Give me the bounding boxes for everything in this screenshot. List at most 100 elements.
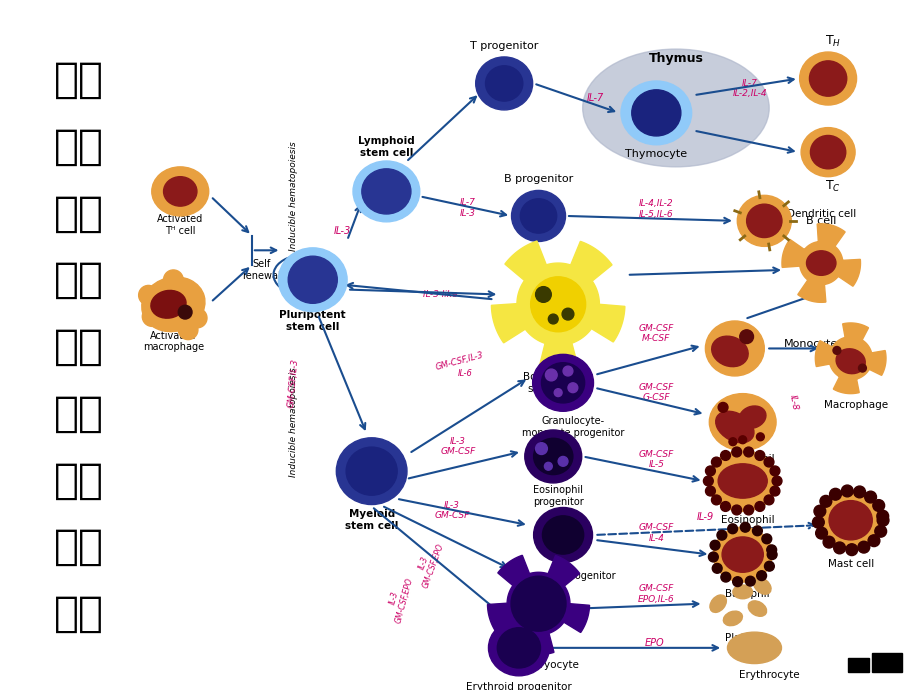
Circle shape	[708, 552, 718, 562]
Circle shape	[872, 500, 884, 511]
Circle shape	[728, 437, 736, 446]
Text: Dendritic cell: Dendritic cell	[786, 209, 855, 219]
Ellipse shape	[533, 438, 573, 475]
Ellipse shape	[620, 81, 691, 145]
Text: 同的: 同的	[54, 393, 104, 435]
Text: 的细: 的细	[54, 126, 104, 168]
Ellipse shape	[753, 578, 770, 594]
Circle shape	[754, 451, 764, 460]
Circle shape	[710, 495, 720, 505]
Circle shape	[710, 457, 720, 467]
Circle shape	[761, 534, 771, 544]
Text: Myeloid
stem cell: Myeloid stem cell	[345, 509, 398, 531]
Circle shape	[720, 451, 730, 460]
Circle shape	[769, 466, 779, 476]
Text: Eosinophil
progenitor: Eosinophil progenitor	[532, 485, 583, 506]
Circle shape	[813, 505, 825, 517]
Circle shape	[562, 366, 573, 376]
Ellipse shape	[542, 516, 583, 554]
Circle shape	[755, 433, 764, 441]
Text: Monocyte: Monocyte	[783, 339, 837, 348]
Text: T progenitor: T progenitor	[470, 41, 538, 51]
Ellipse shape	[533, 507, 592, 562]
Circle shape	[874, 525, 886, 538]
Ellipse shape	[142, 277, 205, 332]
Text: Basophil: Basophil	[724, 589, 769, 599]
Text: IL-3
GM-CSF: IL-3 GM-CSF	[440, 437, 475, 456]
Circle shape	[766, 545, 776, 555]
Text: Lymphoid
stem cell: Lymphoid stem cell	[357, 137, 414, 158]
Ellipse shape	[746, 204, 781, 237]
Circle shape	[811, 516, 823, 528]
Ellipse shape	[524, 430, 581, 483]
Ellipse shape	[828, 501, 871, 540]
Ellipse shape	[738, 406, 766, 428]
Ellipse shape	[497, 628, 539, 668]
Ellipse shape	[485, 66, 522, 101]
Circle shape	[752, 526, 762, 535]
Polygon shape	[871, 653, 901, 672]
Circle shape	[841, 485, 852, 497]
Circle shape	[815, 527, 826, 539]
Circle shape	[764, 457, 773, 467]
Text: Thymus: Thymus	[648, 52, 703, 66]
Circle shape	[558, 457, 567, 466]
Text: 胞因: 胞因	[54, 193, 104, 235]
Text: Erythrocyte: Erythrocyte	[738, 671, 799, 680]
Text: 成熟: 成熟	[54, 593, 104, 635]
Text: Inducible hematopoiesis: Inducible hematopoiesis	[289, 367, 298, 477]
Text: Granulocyte-
monocyte progenitor: Granulocyte- monocyte progenitor	[521, 416, 623, 437]
Ellipse shape	[361, 169, 411, 214]
Ellipse shape	[288, 256, 337, 304]
Circle shape	[876, 511, 888, 522]
Circle shape	[739, 330, 753, 344]
Circle shape	[857, 541, 868, 553]
Ellipse shape	[705, 321, 764, 376]
Circle shape	[510, 576, 565, 631]
Ellipse shape	[336, 437, 406, 504]
Circle shape	[164, 270, 183, 290]
Circle shape	[709, 540, 720, 550]
Ellipse shape	[736, 195, 790, 246]
Circle shape	[764, 495, 773, 505]
Ellipse shape	[707, 451, 777, 511]
Text: Neutrophil: Neutrophil	[720, 455, 774, 464]
Text: T$_H$: T$_H$	[824, 34, 840, 49]
Circle shape	[853, 486, 865, 497]
Circle shape	[718, 402, 727, 412]
Text: Bone-marrow
stromal cell: Bone-marrow stromal cell	[523, 372, 593, 393]
Text: GM-CSF,IL-3: GM-CSF,IL-3	[286, 358, 300, 408]
Text: GM-CSF
EPO,IL-6: GM-CSF EPO,IL-6	[637, 584, 674, 604]
Text: T$_C$: T$_C$	[824, 179, 840, 194]
Circle shape	[178, 305, 192, 319]
Text: IL-9: IL-9	[696, 512, 713, 522]
Ellipse shape	[475, 57, 532, 110]
Circle shape	[142, 307, 162, 326]
Text: GM-CSF
IL-5: GM-CSF IL-5	[638, 450, 674, 469]
Ellipse shape	[278, 248, 346, 312]
Ellipse shape	[488, 620, 549, 676]
Ellipse shape	[582, 49, 768, 167]
Ellipse shape	[346, 447, 397, 495]
Circle shape	[732, 577, 742, 586]
Circle shape	[754, 502, 764, 511]
Polygon shape	[487, 555, 589, 655]
Text: B progenitor: B progenitor	[504, 174, 573, 184]
Ellipse shape	[520, 199, 556, 233]
Circle shape	[567, 383, 577, 393]
Text: 细胞: 细胞	[54, 526, 104, 568]
Ellipse shape	[800, 128, 854, 177]
Polygon shape	[814, 323, 885, 393]
Circle shape	[553, 388, 562, 397]
Circle shape	[731, 447, 741, 457]
Text: B cell: B cell	[805, 216, 835, 226]
Text: Platelets: Platelets	[724, 633, 769, 643]
Text: Activated
macrophage: Activated macrophage	[142, 331, 204, 353]
Ellipse shape	[712, 527, 771, 582]
Text: IL-3: IL-3	[334, 226, 350, 236]
Circle shape	[187, 308, 207, 328]
Ellipse shape	[721, 537, 763, 572]
Circle shape	[845, 544, 857, 555]
Text: Self
renewal: Self renewal	[242, 259, 281, 281]
Circle shape	[530, 277, 585, 332]
